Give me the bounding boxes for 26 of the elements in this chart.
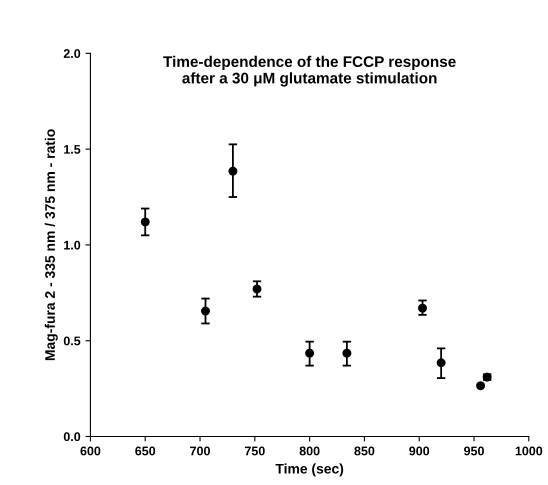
x-tick-label: 700 xyxy=(190,446,210,456)
point xyxy=(418,304,428,313)
y-tick-label: 2.0 xyxy=(64,49,80,58)
x-tick-label: 750 xyxy=(244,446,265,456)
y-tick-label: 0.0 xyxy=(64,432,80,442)
x-tick-label: 850 xyxy=(354,446,374,456)
point xyxy=(476,381,486,390)
y-axis-title: Mag-fura 2 - 335 nm / 375 nm - ratio xyxy=(44,129,58,360)
point xyxy=(228,166,238,176)
text: Time-dependence of the FCCP response after a 30 μM glutamate stimulation xyxy=(163,56,456,87)
x-axis-title: Time (sec) xyxy=(276,463,344,476)
x-tick-label: 900 xyxy=(409,446,430,456)
x-tick-label: 950 xyxy=(464,446,484,456)
y-tick-label: 1.5 xyxy=(64,145,80,154)
x-tick-label: 650 xyxy=(135,446,156,456)
x-tick-label: 800 xyxy=(300,446,320,456)
y-tick-label: 0.5 xyxy=(64,336,80,346)
y-tick-label: 1.0 xyxy=(64,240,80,250)
point xyxy=(342,348,352,358)
point xyxy=(305,348,314,358)
point xyxy=(201,306,210,316)
x-tick-label: 600 xyxy=(80,446,100,456)
point xyxy=(140,217,150,226)
point xyxy=(252,284,262,294)
x-tick-label: 1000 xyxy=(516,446,542,456)
point xyxy=(436,358,446,368)
